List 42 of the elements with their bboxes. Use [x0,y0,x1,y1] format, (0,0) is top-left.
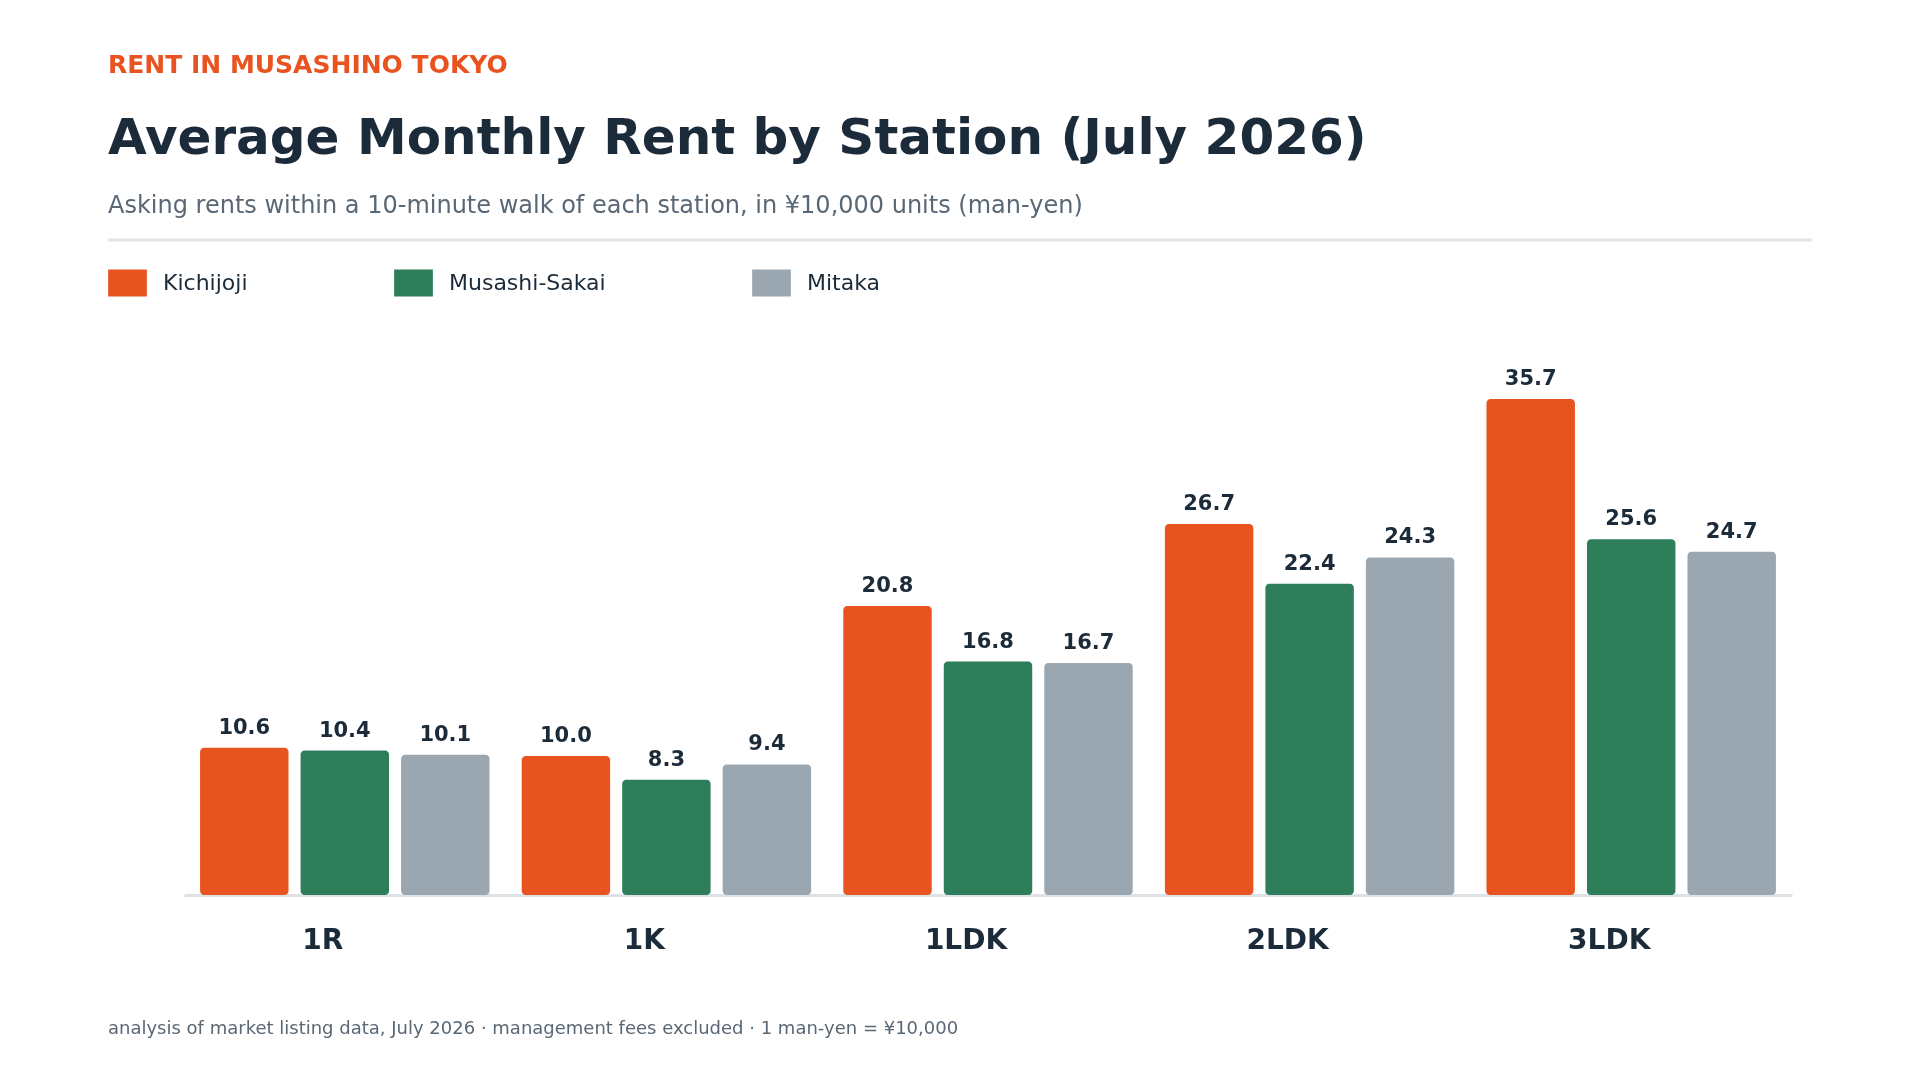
data-label: 10.6 [218,714,271,739]
data-label: 35.7 [1504,366,1557,390]
x-tick-label: 1R [302,922,344,956]
bar [401,754,490,895]
x-tick-label: 1LDK [924,922,1009,956]
data-label: 10.1 [419,721,472,746]
text: analysis of market listing data, July 2026 · management fees excluded · 1 man-yen = ¥10,000 [108,1017,959,1038]
chart-title: Average Monthly Rent by Station (July 2026) [108,108,1367,166]
bar [622,779,711,895]
bar [843,606,932,895]
legend-label: Kichijoji [163,269,248,295]
legend-label: Mitaka [807,269,881,295]
text: RENT IN MUSASHINO TOKYO [108,50,508,79]
chart-subtitle: Asking rents within a 10-minute walk of each station, in ¥10,000 units (man-yen) [108,191,1083,219]
bar [722,764,812,895]
bar [1265,583,1354,895]
bar [521,756,611,895]
data-label: 10.4 [318,717,371,742]
x-tick-label: 3LDK [1568,922,1652,956]
bar [200,747,289,895]
data-label: 9.4 [748,731,786,756]
x-tick-label: 2LDK [1246,922,1331,956]
data-label: 25.6 [1605,506,1658,531]
data-label: 22.4 [1283,550,1336,575]
bar [1486,399,1575,895]
bar [1164,524,1254,895]
data-label: 26.7 [1183,491,1236,516]
bar [1687,551,1776,895]
data-label: 24.7 [1705,518,1758,543]
data-label: 24.3 [1384,524,1437,549]
x-tick-label: 1K [623,922,667,956]
bar [1365,557,1455,895]
data-label: 20.8 [861,573,914,598]
bar [1044,662,1133,895]
data-label: 16.8 [962,628,1014,653]
bar [943,661,1033,895]
data-label: 16.7 [1062,629,1115,654]
data-label: 8.3 [647,746,685,771]
bar [1586,539,1676,895]
bar [300,750,390,895]
legend-label: Musashi-Sakai [449,269,606,295]
data-label: 10.0 [539,723,592,748]
